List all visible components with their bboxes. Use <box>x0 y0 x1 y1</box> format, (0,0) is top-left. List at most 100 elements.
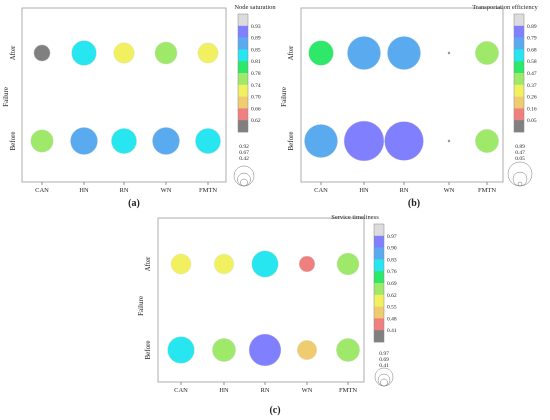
size-legend-label-b-2: 0.05 <box>515 156 525 162</box>
y-axis-label-c: Failure <box>137 296 145 316</box>
x-tick-label-a-3: WN <box>161 187 172 194</box>
colorbar-title-b: Transportation efficiency <box>472 4 538 11</box>
size-legend-label-b-1: 0.47 <box>515 150 525 156</box>
bubble-c-before-can <box>167 336 195 364</box>
colorbar-segment-a-7 <box>238 96 248 109</box>
colorbar-segment-c-6 <box>374 294 384 307</box>
row-label-after-a: After <box>9 45 17 60</box>
colorbar-tick-label-a-1: 0.89 <box>251 36 261 42</box>
bubble-b-after-fmtn <box>475 41 499 65</box>
y-axis-label-a: Failure <box>2 87 10 107</box>
colorbar-segment-c-1 <box>374 235 384 248</box>
row-label-after-b: After <box>287 45 295 60</box>
panel-a: After Before Failure CAN HN RN WN FMTN Node … <box>2 4 276 209</box>
x-tick-label-b-2: RN <box>399 187 408 194</box>
bubbles-b <box>304 36 499 162</box>
bubble-a-after-hn <box>71 40 97 66</box>
colorbar-c: 0.97 0.90 0.83 0.76 0.69 0.62 0.55 0.48 0.41 <box>373 223 397 343</box>
colorbar-tick-label-c-4: 0.69 <box>387 281 397 287</box>
size-legend-label-c-1: 0.69 <box>379 357 389 363</box>
size-legend-label-c-0: 0.97 <box>379 351 389 357</box>
colorbar-segment-b-1 <box>514 25 524 38</box>
row-label-after-c: After <box>144 256 152 271</box>
colorbar-segment-a-3 <box>238 49 248 62</box>
x-tick-label-b-4: FMTN <box>478 187 496 194</box>
colorbar-tick-label-b-3: 0.58 <box>527 59 537 65</box>
colorbar-tick-label-a-0: 0.93 <box>251 24 261 30</box>
colorbar-tick-label-a-2: 0.85 <box>251 47 261 53</box>
size-legend-circle-a-1 <box>237 172 251 187</box>
caption-b: (b) <box>408 198 420 209</box>
colorbar-segment-b-6 <box>514 84 524 97</box>
bubble-b-after-can <box>308 40 334 66</box>
colorbar-segment-c-2 <box>374 247 384 260</box>
panel-b: After Before Failure CAN HN RN WN FMTN Trans… <box>280 4 539 209</box>
colorbar-b: 0.89 0.79 0.68 0.58 0.47 0.37 0.26 0.16 0.05 <box>513 13 537 133</box>
row-label-before-b: Before <box>287 131 295 150</box>
colorbar-segment-c-3 <box>374 259 384 272</box>
colorbar-a: 0.93 0.89 0.85 0.81 0.78 0.74 0.70 0.66 0.62 <box>237 13 261 133</box>
bubble-c-before-fmtn <box>336 338 360 362</box>
bubble-c-before-rn <box>248 333 282 367</box>
caption-c: (c) <box>269 405 280 416</box>
colorbar-segment-a-2 <box>238 37 248 50</box>
size-legend-a: 0.920.670.42 <box>233 144 255 187</box>
colorbar-tick-label-c-8: 0.41 <box>387 328 397 334</box>
colorbar-segment-a-8 <box>238 108 248 121</box>
colorbar-segment-a-0 <box>238 14 248 27</box>
bubble-b-before-can <box>304 124 338 158</box>
colorbar-segment-b-8 <box>514 108 524 121</box>
x-tick-label-c-1: HN <box>219 387 229 394</box>
x-tick-label-b-3: WN <box>444 187 455 194</box>
x-axis-ticks-c: CAN HN RN WN FMTN <box>174 382 357 394</box>
colorbar-tick-label-c-3: 0.76 <box>387 269 397 275</box>
plot-area-a <box>21 7 227 183</box>
bubble-b-after-hn <box>347 36 381 70</box>
x-tick-label-a-4: FMTN <box>199 187 217 194</box>
bubble-b-before-fmtn <box>475 129 499 153</box>
colorbar-tick-label-a-4: 0.78 <box>251 71 261 77</box>
x-tick-label-a-2: RN <box>119 187 128 194</box>
row-label-before-a: Before <box>9 131 17 150</box>
colorbar-tick-label-a-3: 0.81 <box>251 59 261 65</box>
colorbar-tick-label-b-0: 0.89 <box>527 24 537 30</box>
size-legend-circle-b-1 <box>512 171 528 187</box>
colorbar-frame-a <box>237 13 249 133</box>
colorbar-segment-b-5 <box>514 73 524 86</box>
colorbar-segment-b-7 <box>514 96 524 109</box>
size-legend-c: 0.970.690.41 <box>374 351 394 387</box>
colorbar-tick-label-c-0: 0.97 <box>387 234 397 240</box>
bubble-b-after-wn <box>447 51 451 55</box>
colorbar-frame-b <box>513 13 525 133</box>
size-legend-circle-b-0 <box>507 161 533 187</box>
bubble-b-before-rn <box>384 121 424 161</box>
x-tick-label-c-2: RN <box>260 387 269 394</box>
bubbles-c <box>167 250 360 367</box>
colorbar-tick-label-c-6: 0.55 <box>387 305 397 311</box>
bubble-a-before-rn <box>111 128 137 154</box>
colorbar-tick-label-b-6: 0.26 <box>527 95 537 101</box>
caption-a: (a) <box>128 198 140 209</box>
colorbar-tick-label-b-5: 0.37 <box>527 83 537 89</box>
colorbar-segment-a-4 <box>238 61 248 74</box>
bubble-c-before-hn <box>212 338 236 362</box>
x-axis-ticks-b: CAN HN RN WN FMTN <box>314 182 496 194</box>
colorbar-tick-label-b-1: 0.79 <box>527 36 537 42</box>
colorbar-segment-b-2 <box>514 37 524 50</box>
colorbar-segment-c-5 <box>374 283 384 296</box>
size-legend-circle-a-0 <box>233 165 255 187</box>
colorbar-segment-b-9 <box>514 120 524 133</box>
plot-area-b <box>300 7 504 183</box>
size-legend-label-a-1: 0.67 <box>239 150 249 156</box>
colorbar-tick-label-c-1: 0.90 <box>387 246 397 252</box>
plot-area-c <box>157 217 365 383</box>
colorbar-segment-a-5 <box>238 73 248 86</box>
bubble-a-before-can <box>30 129 54 153</box>
bubble-c-before-wn <box>297 340 317 360</box>
colorbar-tick-label-b-2: 0.68 <box>527 47 537 53</box>
panel-c: After Before Failure CAN HN RN WN FMTN Servi… <box>137 214 397 416</box>
colorbar-segment-a-1 <box>238 25 248 38</box>
colorbar-tick-label-c-7: 0.48 <box>387 316 397 322</box>
colorbar-tick-label-a-7: 0.66 <box>251 106 261 112</box>
